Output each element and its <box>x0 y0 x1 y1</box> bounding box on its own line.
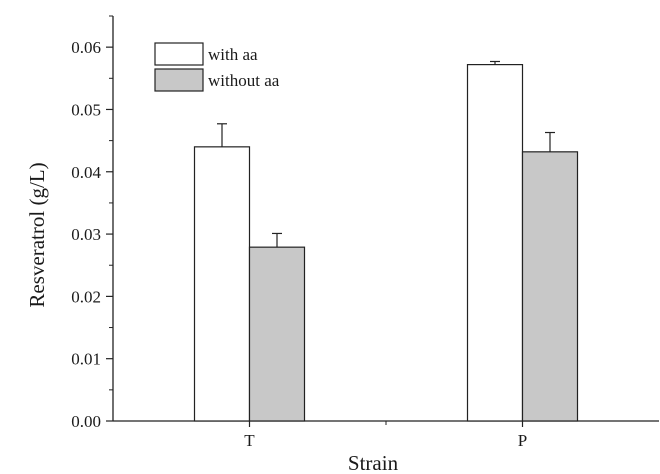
bar <box>193 146 251 422</box>
x-tick-label: P <box>518 431 527 450</box>
y-tick-label: 0.03 <box>71 225 101 244</box>
bar <box>521 151 579 422</box>
bar <box>466 63 524 422</box>
y-tick-label: 0.00 <box>71 412 101 431</box>
x-axis-title: Strain <box>348 451 399 474</box>
x-tick-label: T <box>244 431 255 450</box>
y-tick-label: 0.01 <box>71 350 101 369</box>
y-axis-title: Resveratrol (g/L) <box>25 162 49 307</box>
y-tick-label: 0.02 <box>71 287 101 306</box>
bars-group <box>193 63 579 422</box>
legend-label: with aa <box>208 45 258 64</box>
legend-swatch <box>154 68 204 92</box>
y-tick-label: 0.04 <box>71 163 101 182</box>
legend: with aa without aa <box>154 42 280 92</box>
legend-swatch <box>154 42 204 66</box>
legend-label: without aa <box>208 71 280 90</box>
bar <box>248 246 306 422</box>
error-bars-group <box>217 60 555 248</box>
y-tick-label: 0.06 <box>71 38 101 57</box>
y-tick-label: 0.05 <box>71 100 101 119</box>
